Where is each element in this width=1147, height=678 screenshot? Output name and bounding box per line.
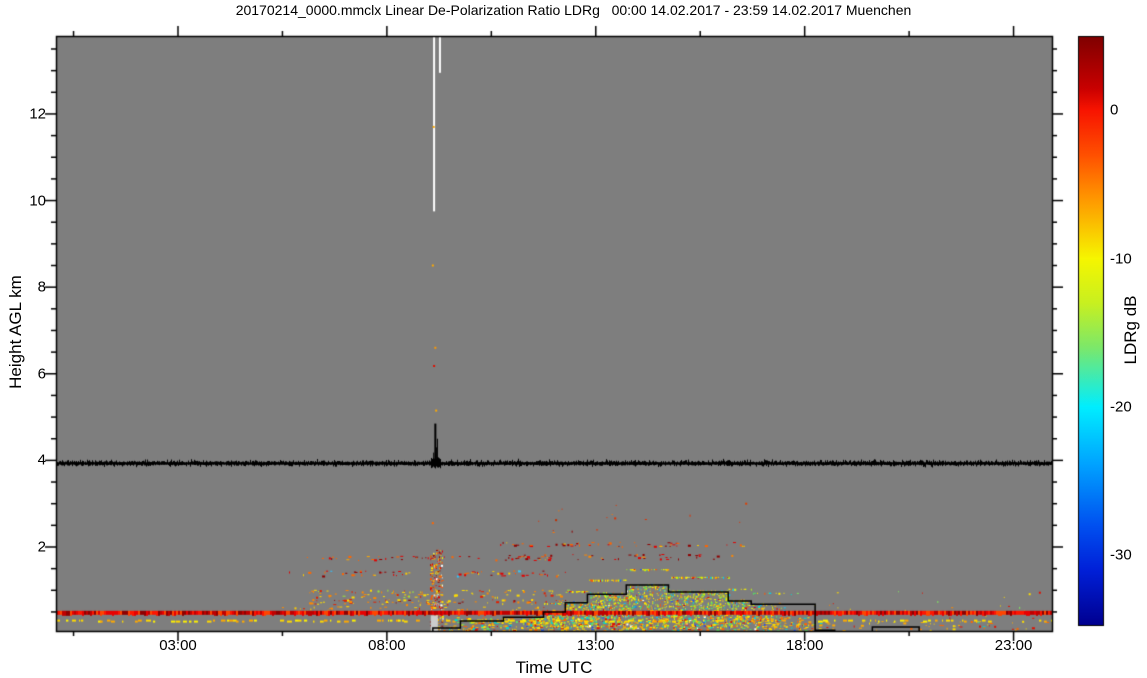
x-tick-label: 13:00 (576, 637, 615, 654)
y-tick-label: 10 (29, 192, 46, 210)
plot-title: 20170214_0000.mmclx Linear De-Polarizati… (235, 2, 912, 18)
colorbar-title: LDRg dB (1121, 295, 1140, 365)
x-tick-label: 08:00 (368, 637, 406, 654)
y-tick-label: 8 (37, 278, 46, 296)
x-tick-label: 03:00 (159, 637, 197, 654)
colorbar-tick-label: -20 (1110, 398, 1132, 416)
y-tick-label: 2 (37, 538, 46, 556)
x-tick-label: 23:00 (994, 637, 1033, 654)
y-tick-label: 6 (37, 365, 46, 383)
x-axis-title: Time UTC (515, 658, 593, 677)
x-tick-label: 18:00 (785, 637, 824, 654)
y-tick-label: 12 (29, 105, 46, 123)
colorbar-tick-label: -30 (1110, 546, 1132, 564)
y-tick-label: 4 (37, 451, 46, 469)
colorbar-tick-label: -10 (1110, 250, 1132, 268)
colorbar-tick-label: 0 (1110, 101, 1119, 119)
